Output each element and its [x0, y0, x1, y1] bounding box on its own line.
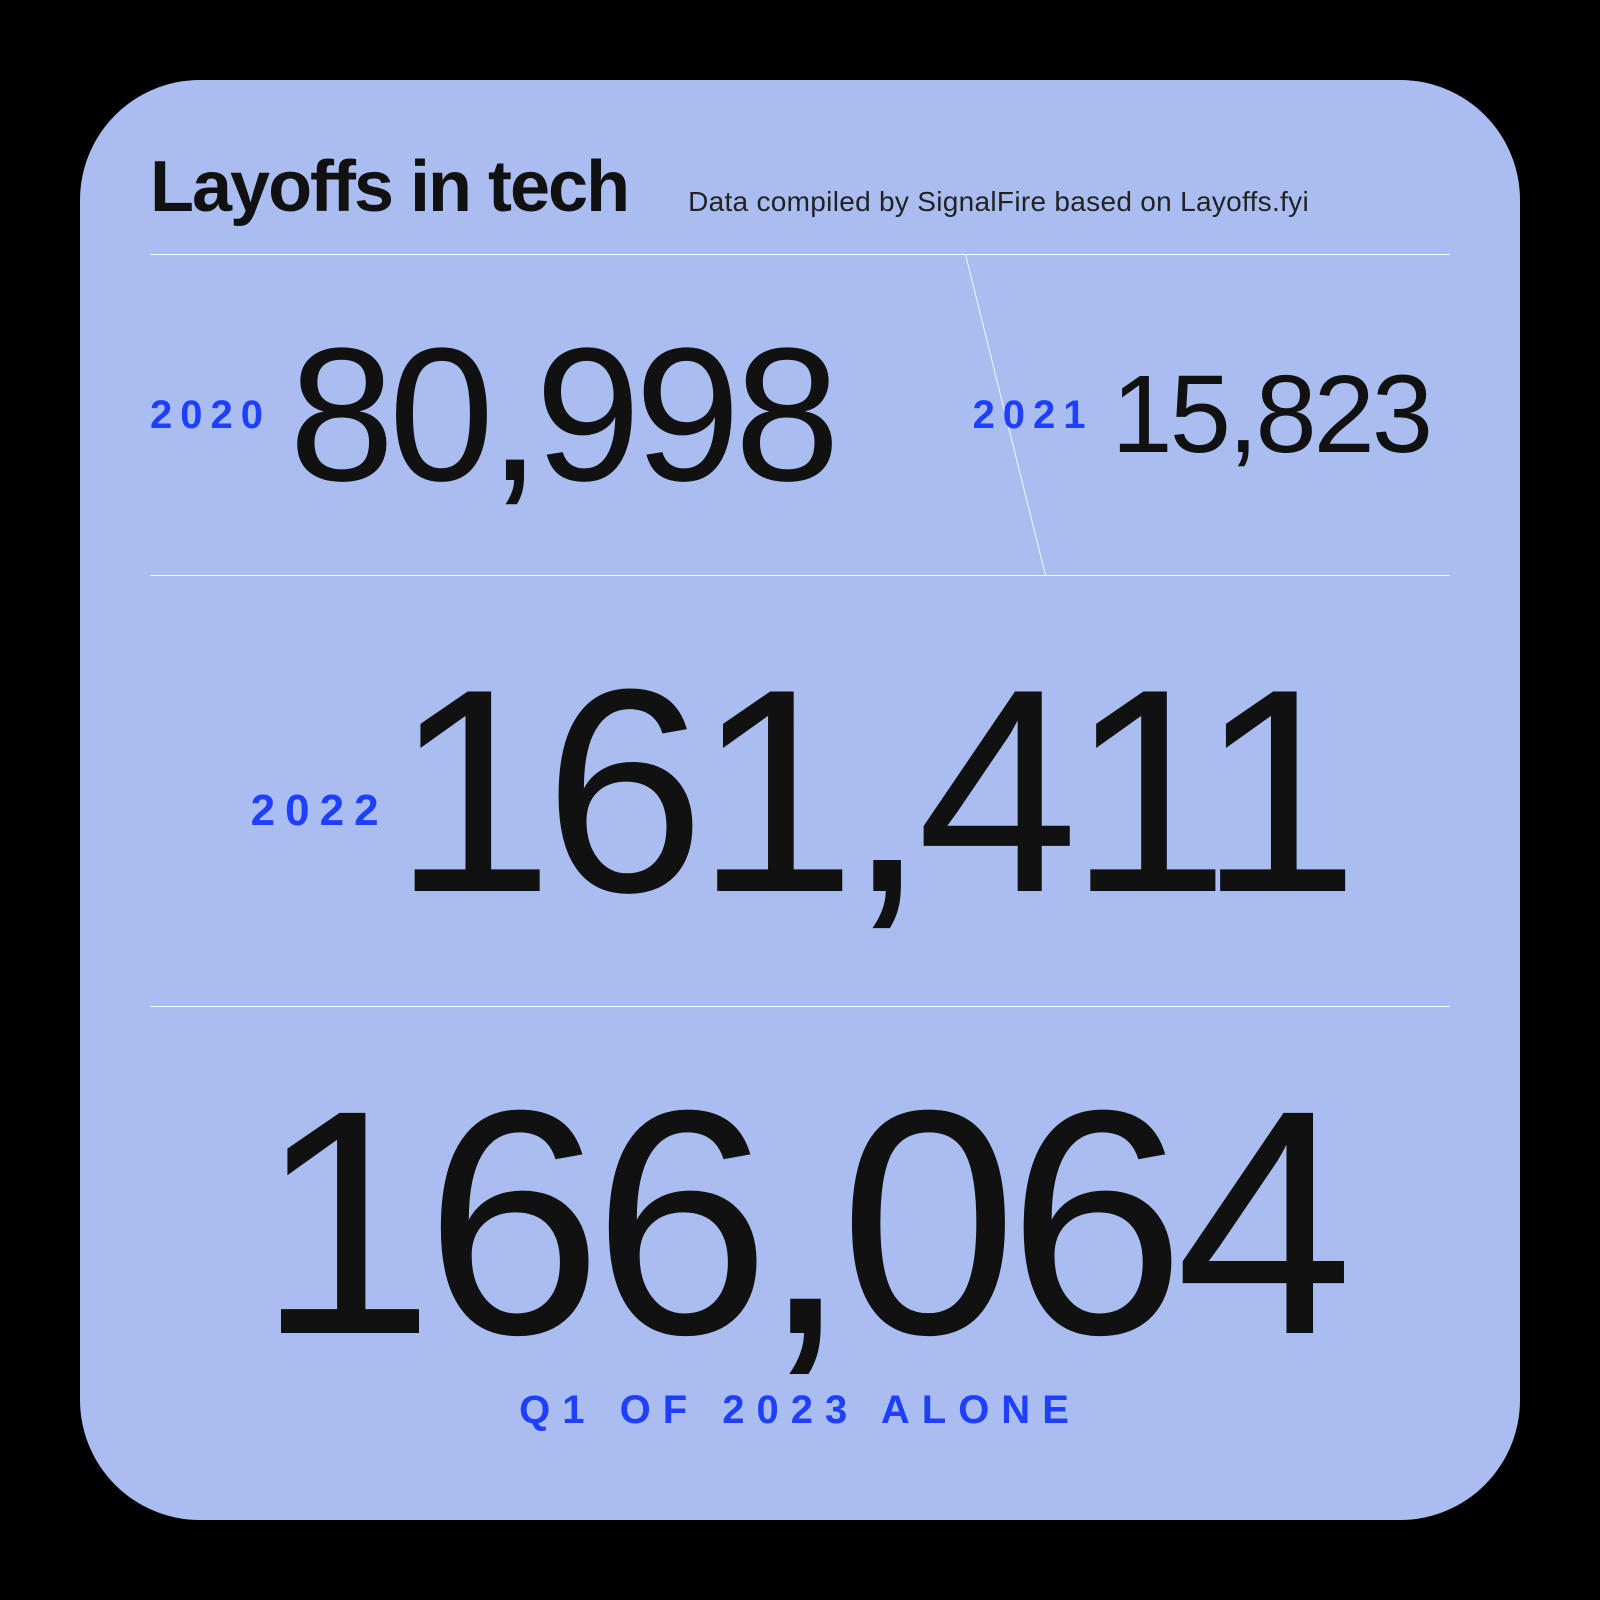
- infographic-card: Layoffs in tech Data compiled by SignalF…: [80, 80, 1520, 1520]
- page-stage: Layoffs in tech Data compiled by SignalF…: [0, 0, 1600, 1600]
- value-2021: 15,823: [1112, 360, 1430, 470]
- divider-mid2: [150, 1006, 1450, 1007]
- year-label-2020: 2020: [150, 393, 271, 438]
- caption-2023: Q1 OF 2023 ALONE: [519, 1388, 1081, 1433]
- row-2020-2021: 2020 80,998 2021 15,823: [150, 255, 1450, 575]
- cell-2021: 2021 15,823: [973, 255, 1430, 575]
- year-label-2022: 2022: [251, 786, 389, 836]
- divider-mid1: [150, 575, 1450, 576]
- data-source-caption: Data compiled by SignalFire based on Lay…: [688, 186, 1309, 218]
- value-2020: 80,998: [289, 320, 834, 510]
- cell-2020: 2020 80,998: [150, 255, 834, 575]
- value-2023: 166,064: [257, 1062, 1344, 1382]
- row-2022: 2022 161,411: [150, 576, 1450, 1006]
- value-2022: 161,411: [393, 646, 1350, 936]
- year-label-2021: 2021: [973, 393, 1094, 438]
- row-2023: 166,064 Q1 OF 2023 ALONE: [150, 1007, 1450, 1477]
- header: Layoffs in tech Data compiled by SignalF…: [150, 146, 1450, 254]
- page-title: Layoffs in tech: [150, 146, 628, 228]
